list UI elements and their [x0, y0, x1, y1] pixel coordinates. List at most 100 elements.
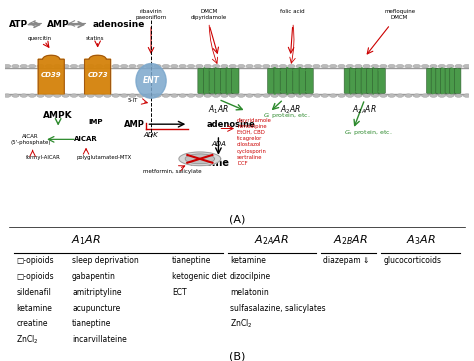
- Circle shape: [196, 64, 203, 68]
- Text: gabapentin: gabapentin: [72, 272, 116, 281]
- Circle shape: [254, 94, 262, 97]
- Circle shape: [62, 94, 69, 97]
- Circle shape: [430, 94, 437, 97]
- Text: $A_{2A}AR$: $A_{2A}AR$: [255, 233, 289, 247]
- Circle shape: [87, 94, 94, 97]
- Text: dipyridamole
nimodipine
EtOH, CBD
ticagrelor
cilostazol
cyclosporin
sertraline
D: dipyridamole nimodipine EtOH, CBD ticagr…: [237, 118, 272, 166]
- Circle shape: [137, 94, 145, 97]
- Circle shape: [380, 94, 387, 97]
- Circle shape: [388, 94, 395, 97]
- Text: mefloquine
DMCM: mefloquine DMCM: [384, 9, 415, 20]
- Text: ZnCl$_2$: ZnCl$_2$: [16, 334, 39, 346]
- Polygon shape: [38, 55, 64, 94]
- Text: polyglutamated-MTX: polyglutamated-MTX: [77, 155, 132, 160]
- FancyBboxPatch shape: [350, 68, 357, 93]
- Text: $A_2AR$: $A_2AR$: [280, 104, 301, 116]
- Circle shape: [430, 64, 437, 68]
- Circle shape: [288, 94, 295, 97]
- Polygon shape: [85, 55, 110, 94]
- FancyBboxPatch shape: [299, 68, 307, 93]
- FancyBboxPatch shape: [373, 68, 380, 93]
- Text: quercitin: quercitin: [27, 36, 52, 41]
- Text: acupuncture: acupuncture: [72, 304, 120, 313]
- Circle shape: [179, 94, 186, 97]
- Text: adenosine: adenosine: [93, 20, 146, 29]
- Circle shape: [221, 64, 228, 68]
- Circle shape: [421, 94, 429, 97]
- FancyBboxPatch shape: [431, 68, 438, 93]
- Circle shape: [120, 64, 128, 68]
- Circle shape: [463, 94, 471, 97]
- Circle shape: [288, 64, 295, 68]
- Circle shape: [212, 94, 220, 97]
- Circle shape: [296, 94, 303, 97]
- Circle shape: [263, 94, 270, 97]
- Text: tianeptine: tianeptine: [72, 319, 111, 329]
- Text: ATP: ATP: [9, 20, 28, 29]
- Circle shape: [79, 94, 86, 97]
- Circle shape: [438, 94, 446, 97]
- FancyBboxPatch shape: [268, 68, 275, 93]
- Circle shape: [246, 64, 253, 68]
- FancyBboxPatch shape: [232, 68, 239, 93]
- Text: AICAR: AICAR: [74, 136, 98, 142]
- Circle shape: [62, 64, 69, 68]
- FancyBboxPatch shape: [280, 68, 288, 93]
- Circle shape: [421, 64, 429, 68]
- Text: $A_{2B}AR$: $A_{2B}AR$: [333, 233, 368, 247]
- Text: □-opioids: □-opioids: [16, 256, 54, 265]
- FancyBboxPatch shape: [293, 68, 301, 93]
- FancyBboxPatch shape: [445, 68, 452, 93]
- Circle shape: [171, 64, 178, 68]
- FancyBboxPatch shape: [226, 68, 233, 93]
- Circle shape: [304, 94, 312, 97]
- Text: glucocorticoids: glucocorticoids: [383, 256, 441, 265]
- Circle shape: [346, 94, 354, 97]
- Text: $G_s$ protein, etc.: $G_s$ protein, etc.: [344, 129, 392, 137]
- Text: ribavirin
paeoniflorn: ribavirin paeoniflorn: [136, 9, 167, 20]
- Circle shape: [20, 94, 27, 97]
- Text: ENT: ENT: [143, 77, 160, 85]
- FancyBboxPatch shape: [286, 68, 294, 93]
- Circle shape: [263, 64, 270, 68]
- Circle shape: [246, 94, 253, 97]
- Circle shape: [45, 64, 53, 68]
- Circle shape: [363, 64, 370, 68]
- Text: $A_3AR$: $A_3AR$: [406, 233, 435, 247]
- Circle shape: [146, 94, 153, 97]
- Text: statins: statins: [86, 36, 105, 41]
- Circle shape: [12, 64, 19, 68]
- Circle shape: [187, 94, 195, 97]
- FancyBboxPatch shape: [305, 68, 313, 93]
- FancyBboxPatch shape: [220, 68, 228, 93]
- Circle shape: [229, 64, 237, 68]
- Text: $A_1AR$: $A_1AR$: [208, 104, 229, 116]
- Circle shape: [313, 64, 320, 68]
- Text: IMP: IMP: [88, 119, 102, 125]
- Text: AMP: AMP: [46, 20, 69, 29]
- FancyBboxPatch shape: [198, 68, 205, 93]
- Circle shape: [70, 94, 78, 97]
- Circle shape: [3, 94, 11, 97]
- Circle shape: [70, 64, 78, 68]
- Circle shape: [338, 64, 345, 68]
- Circle shape: [321, 64, 328, 68]
- Circle shape: [3, 64, 11, 68]
- Circle shape: [355, 94, 362, 97]
- Circle shape: [321, 94, 328, 97]
- FancyBboxPatch shape: [436, 68, 442, 93]
- Circle shape: [463, 64, 471, 68]
- Circle shape: [79, 64, 86, 68]
- Circle shape: [37, 64, 44, 68]
- Circle shape: [304, 64, 312, 68]
- Circle shape: [447, 94, 454, 97]
- Text: AMPK: AMPK: [43, 111, 73, 120]
- Circle shape: [455, 94, 462, 97]
- Circle shape: [196, 94, 203, 97]
- Circle shape: [221, 94, 228, 97]
- Text: metformin, salicylate: metformin, salicylate: [143, 169, 201, 174]
- Text: DMCM
dipyridamole: DMCM dipyridamole: [191, 9, 227, 20]
- Circle shape: [112, 64, 119, 68]
- Circle shape: [413, 94, 420, 97]
- Text: (B): (B): [229, 352, 245, 361]
